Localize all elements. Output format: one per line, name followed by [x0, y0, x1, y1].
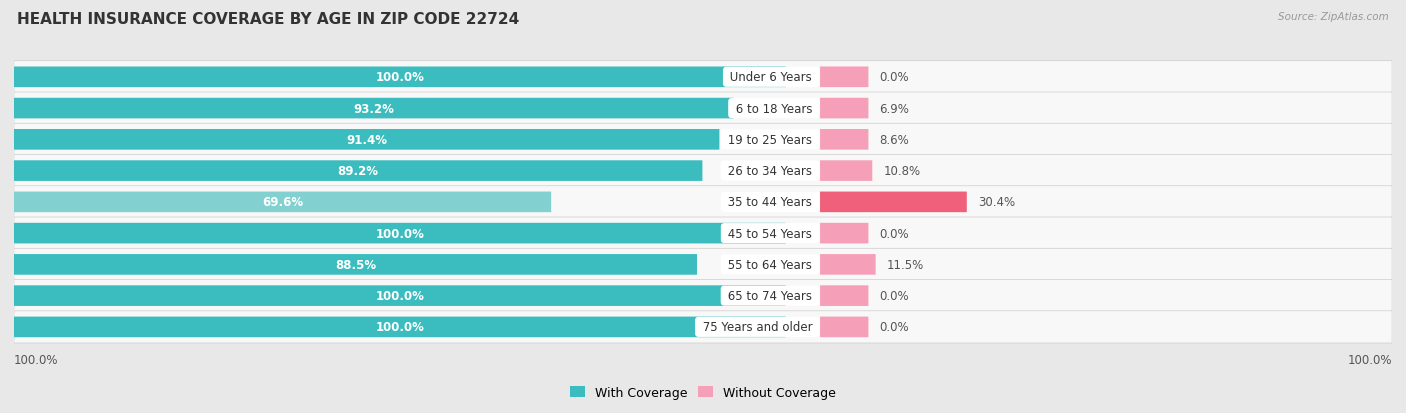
Text: 11.5%: 11.5% — [887, 258, 924, 271]
FancyBboxPatch shape — [14, 254, 697, 275]
FancyBboxPatch shape — [14, 223, 786, 244]
Text: 0.0%: 0.0% — [879, 71, 910, 84]
Text: 0.0%: 0.0% — [879, 290, 910, 302]
Text: HEALTH INSURANCE COVERAGE BY AGE IN ZIP CODE 22724: HEALTH INSURANCE COVERAGE BY AGE IN ZIP … — [17, 12, 519, 27]
Text: 45 to 54 Years: 45 to 54 Years — [724, 227, 815, 240]
FancyBboxPatch shape — [14, 249, 1392, 281]
FancyBboxPatch shape — [14, 280, 1392, 312]
Text: 0.0%: 0.0% — [879, 320, 910, 334]
Text: Source: ZipAtlas.com: Source: ZipAtlas.com — [1278, 12, 1389, 22]
FancyBboxPatch shape — [14, 62, 1392, 94]
FancyBboxPatch shape — [14, 155, 1392, 187]
Text: 88.5%: 88.5% — [335, 258, 375, 271]
FancyBboxPatch shape — [820, 161, 872, 181]
FancyBboxPatch shape — [14, 93, 1392, 125]
FancyBboxPatch shape — [14, 192, 551, 213]
Text: 19 to 25 Years: 19 to 25 Years — [724, 133, 815, 147]
FancyBboxPatch shape — [14, 311, 1392, 343]
FancyBboxPatch shape — [14, 286, 786, 306]
FancyBboxPatch shape — [820, 130, 869, 150]
FancyBboxPatch shape — [14, 317, 786, 337]
FancyBboxPatch shape — [14, 99, 734, 119]
FancyBboxPatch shape — [820, 67, 869, 88]
FancyBboxPatch shape — [14, 161, 703, 181]
Text: 65 to 74 Years: 65 to 74 Years — [724, 290, 815, 302]
FancyBboxPatch shape — [14, 124, 1392, 156]
FancyBboxPatch shape — [14, 67, 786, 88]
Text: 75 Years and older: 75 Years and older — [699, 320, 815, 334]
Text: 100.0%: 100.0% — [375, 71, 425, 84]
Text: 10.8%: 10.8% — [883, 165, 921, 178]
Text: 0.0%: 0.0% — [879, 227, 910, 240]
Text: 100.0%: 100.0% — [375, 320, 425, 334]
FancyBboxPatch shape — [14, 186, 1392, 218]
Text: 69.6%: 69.6% — [262, 196, 304, 209]
Text: 93.2%: 93.2% — [353, 102, 394, 115]
FancyBboxPatch shape — [820, 99, 869, 119]
Text: 55 to 64 Years: 55 to 64 Years — [724, 258, 815, 271]
FancyBboxPatch shape — [820, 254, 876, 275]
Text: 30.4%: 30.4% — [977, 196, 1015, 209]
Text: 35 to 44 Years: 35 to 44 Years — [724, 196, 815, 209]
FancyBboxPatch shape — [820, 223, 869, 244]
Text: Under 6 Years: Under 6 Years — [727, 71, 815, 84]
Text: 89.2%: 89.2% — [337, 165, 378, 178]
Text: 6 to 18 Years: 6 to 18 Years — [731, 102, 815, 115]
Text: 8.6%: 8.6% — [879, 133, 910, 147]
Text: 91.4%: 91.4% — [346, 133, 387, 147]
Text: 6.9%: 6.9% — [879, 102, 910, 115]
FancyBboxPatch shape — [820, 317, 869, 337]
FancyBboxPatch shape — [820, 286, 869, 306]
Text: 100.0%: 100.0% — [375, 227, 425, 240]
FancyBboxPatch shape — [14, 218, 1392, 249]
Text: 100.0%: 100.0% — [375, 290, 425, 302]
Text: 100.0%: 100.0% — [14, 354, 59, 367]
FancyBboxPatch shape — [820, 192, 967, 213]
Legend: With Coverage, Without Coverage: With Coverage, Without Coverage — [565, 381, 841, 404]
Text: 100.0%: 100.0% — [1347, 354, 1392, 367]
Text: 26 to 34 Years: 26 to 34 Years — [724, 165, 815, 178]
FancyBboxPatch shape — [14, 130, 720, 150]
